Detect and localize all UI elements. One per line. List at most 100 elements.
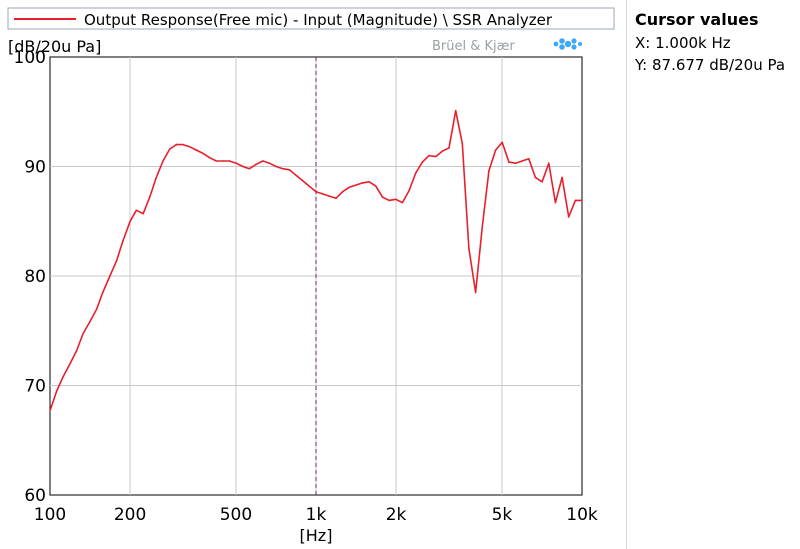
data-point (388, 199, 391, 202)
cursor-x-value: X: 1.000k Hz (635, 34, 731, 52)
data-point (428, 154, 430, 157)
data-point (481, 225, 484, 228)
x-tick-label: 100 (34, 505, 66, 525)
data-point (381, 196, 384, 198)
data-point (155, 176, 158, 179)
data-point (574, 199, 577, 202)
data-point (195, 149, 198, 151)
data-point (242, 165, 244, 168)
data-point (501, 141, 504, 144)
data-point (441, 150, 444, 152)
y-axis-title: [dB/20u Pa] (8, 37, 101, 56)
data-point (341, 190, 344, 193)
data-point (401, 201, 404, 204)
data-point (248, 167, 251, 170)
cursor-y-value: Y: 87.677 dB/20u Pa (635, 56, 786, 74)
x-tick-label: 200 (114, 505, 146, 525)
frequency-response-chart: Output Response(Free mic) - Input (Magni… (7, 7, 615, 545)
data-point (188, 146, 191, 148)
cursor-values-panel: Cursor values X: 1.000k Hz Y: 87.677 dB/… (626, 0, 800, 549)
data-point (548, 162, 550, 164)
data-point (62, 375, 64, 378)
x-tick-label: 10k (566, 505, 598, 525)
data-point (534, 176, 537, 179)
x-axis-title: [Hz] (300, 526, 333, 545)
data-point (454, 109, 457, 112)
data-point (182, 143, 184, 146)
data-point (528, 158, 530, 160)
data-point (129, 220, 131, 223)
data-point (514, 162, 517, 164)
data-point (335, 197, 337, 200)
data-point (82, 333, 84, 335)
data-point (228, 160, 231, 162)
data-point (282, 167, 284, 170)
data-point (142, 212, 144, 215)
y-tick-label: 90 (24, 158, 46, 178)
data-point (567, 216, 570, 218)
data-point (408, 189, 410, 192)
data-point (508, 161, 510, 163)
data-point (361, 182, 364, 184)
tick-labels: 100 200 500 1k 2k 5k 10k 60 70 80 90 100 (14, 48, 598, 525)
data-point (115, 259, 118, 262)
data-point (275, 165, 277, 168)
data-point (102, 291, 104, 294)
data-point (109, 275, 111, 277)
data-point (421, 161, 424, 163)
data-point (468, 247, 470, 250)
data-point (554, 201, 557, 204)
data-point (521, 160, 523, 162)
data-point (69, 362, 71, 365)
data-point (295, 174, 297, 177)
data-point (328, 195, 331, 197)
bk-logo-icon (553, 38, 582, 50)
data-point (88, 321, 91, 323)
data-point (268, 162, 271, 164)
data-point (315, 190, 317, 193)
data-point (208, 156, 211, 159)
data-point (375, 185, 377, 187)
data-point (55, 390, 58, 392)
y-tick-label: 70 (24, 377, 46, 397)
x-tick-label: 1k (306, 505, 327, 525)
data-point (301, 179, 304, 182)
data-point (461, 142, 464, 145)
data-point (288, 169, 291, 171)
data-point (122, 240, 124, 242)
y-tick-label: 100 (14, 48, 46, 68)
x-tick-label: 500 (220, 505, 252, 525)
data-point (135, 209, 138, 212)
data-point (162, 160, 164, 162)
x-tick-label: 2k (386, 505, 407, 525)
data-point (308, 185, 311, 187)
data-point (75, 349, 78, 352)
data-point (414, 172, 417, 174)
data-point (541, 181, 543, 183)
data-point (202, 152, 204, 155)
data-point (175, 143, 178, 146)
data-point (395, 198, 397, 201)
data-point (434, 155, 437, 158)
series-layer (49, 109, 583, 412)
data-point (262, 160, 264, 162)
y-tick-label: 60 (24, 486, 46, 506)
data-point (368, 181, 371, 183)
data-point (561, 176, 563, 179)
data-point (474, 291, 477, 294)
data-point (321, 193, 324, 195)
x-tick-label: 5k (492, 505, 513, 525)
y-tick-label: 80 (24, 267, 46, 287)
brand-logo: Brüel & Kjær (432, 38, 582, 54)
data-point (235, 162, 237, 164)
legend: Output Response(Free mic) - Input (Magni… (7, 7, 615, 30)
data-point (169, 148, 171, 150)
data-point (494, 149, 497, 151)
legend-label: Output Response(Free mic) - Input (Magni… (84, 11, 553, 29)
brand-text: Brüel & Kjær (432, 39, 515, 54)
data-point (148, 196, 151, 198)
data-point (222, 160, 224, 162)
data-point (215, 160, 218, 162)
data-point (448, 147, 450, 149)
